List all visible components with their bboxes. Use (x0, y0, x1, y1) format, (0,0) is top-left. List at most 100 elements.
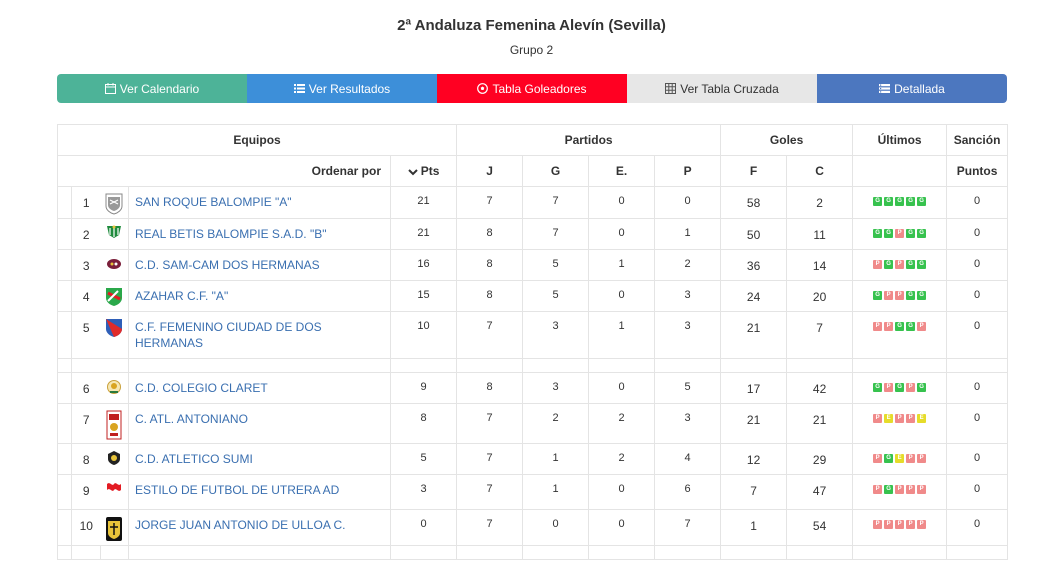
goals-for-value: 58 (720, 186, 788, 219)
team-name-link[interactable]: AZAHAR C.F. "A" (128, 280, 391, 312)
goals-for-value: 17 (720, 372, 788, 404)
team-name-link[interactable]: REAL BETIS BALOMPIE S.A.D. "B" (128, 218, 391, 250)
table-row: 5 C.F. FEMENINO CIUDAD DE DOS HERMANAS 10 7… (57, 311, 1009, 359)
table-footer-row (57, 545, 1009, 560)
header-g: G (522, 155, 590, 187)
sanction-points-value: 0 (946, 186, 1009, 219)
pts-header-label: Pts (420, 164, 440, 178)
result-badge: P (884, 291, 894, 300)
scorers-button[interactable]: Tabla Goleadores (437, 74, 627, 103)
detail-list-icon (879, 84, 891, 93)
drawn-value: 0 (588, 280, 656, 312)
played-value: 7 (456, 186, 524, 219)
result-badge: P (917, 322, 927, 331)
goals-for-value: 7 (720, 474, 788, 510)
cross-table-button[interactable]: Ver Tabla Cruzada (627, 74, 817, 103)
footer-cell (852, 545, 948, 560)
goals-for-value: 24 (720, 280, 788, 312)
drawn-value: 0 (588, 509, 656, 546)
sort-by-label: Ordenar por (57, 155, 391, 187)
goals-against-value: 29 (786, 443, 854, 475)
result-badge: P (906, 454, 916, 463)
lost-value: 2 (654, 249, 722, 281)
team-name-link[interactable]: ESTILO DE FUTBOL DE UTRERA AD (128, 474, 391, 510)
goals-for-value: 21 (720, 311, 788, 359)
table-row: 9 ESTILO DE FUTBOL DE UTRERA AD 3 7 1 0 6 7 47 P G… (57, 474, 1009, 510)
played-value: 8 (456, 372, 524, 404)
result-badge: G (884, 454, 894, 463)
result-badge: P (895, 291, 905, 300)
position-number: 5 (71, 311, 101, 359)
lost-value: 6 (654, 474, 722, 510)
header-goles: Goles (720, 124, 854, 156)
result-badge: G (895, 197, 905, 206)
result-badge: G (873, 197, 883, 206)
results-button-label: Ver Resultados (308, 81, 391, 96)
result-badge: P (906, 383, 916, 392)
list-icon (293, 84, 305, 93)
result-badge: G (917, 383, 927, 392)
team-shield-icon (100, 474, 129, 510)
team-name-link[interactable]: C.D. SAM-CAM DOS HERMANAS (128, 249, 391, 281)
won-value: 1 (522, 474, 590, 510)
drawn-value: 0 (588, 372, 656, 404)
result-badge: P (873, 520, 883, 529)
team-shield-icon (100, 311, 129, 359)
result-badge: P (873, 260, 883, 269)
scorers-button-label: Tabla Goleadores (492, 81, 587, 96)
separator-cell (389, 358, 458, 373)
sanction-points-value: 0 (946, 218, 1009, 250)
goals-for-value: 1 (720, 509, 788, 546)
lost-value: 3 (654, 280, 722, 312)
footer-cell (128, 545, 391, 560)
result-badge: P (873, 454, 883, 463)
result-badge: G (895, 322, 905, 331)
detailed-button[interactable]: Detallada (817, 74, 1007, 103)
team-name-link[interactable]: C.D. ATLETICO SUMI (128, 443, 391, 475)
sort-pts-header[interactable]: Pts (389, 155, 458, 187)
team-name-link[interactable]: JORGE JUAN ANTONIO DE ULLOA C. (128, 509, 391, 546)
team-shield-icon (100, 443, 129, 475)
team-shield-icon (100, 218, 129, 250)
team-name-link[interactable]: C.D. COLEGIO CLARET (128, 372, 391, 404)
played-value: 7 (456, 474, 524, 510)
page-subtitle: Grupo 2 (509, 43, 554, 57)
team-name-link[interactable]: SAN ROQUE BALOMPIE "A" (128, 186, 391, 219)
footer-cell (71, 545, 101, 560)
drawn-value: 2 (588, 403, 656, 444)
table-row: 1 SAN ROQUE BALOMPIE "A" 21 7 7 0 0 58 2 G G G G G 0 (57, 186, 1009, 219)
position-number: 4 (71, 280, 101, 312)
points-value: 9 (389, 372, 458, 404)
separator-cell (522, 358, 590, 373)
table-row: 3 C.D. SAM-CAM DOS HERMANAS 16 8 5 1 2 36 14 P G P G… (57, 249, 1009, 281)
team-shield-icon (100, 280, 129, 312)
team-name-link[interactable]: C.F. FEMENINO CIUDAD DE DOS HERMANAS (128, 311, 391, 359)
footer-cell (100, 545, 129, 560)
result-badge: P (873, 485, 883, 494)
row-gutter (57, 311, 72, 359)
played-value: 8 (456, 249, 524, 281)
separator-cell (946, 358, 1009, 373)
separator-cell (100, 358, 129, 373)
result-badge: G (906, 229, 916, 238)
footer-cell (522, 545, 590, 560)
separator-cell (588, 358, 656, 373)
goals-for-value: 21 (720, 403, 788, 444)
sanction-points-value: 0 (946, 474, 1009, 510)
goals-against-value: 47 (786, 474, 854, 510)
row-gutter (57, 249, 72, 281)
result-badge: E (884, 414, 894, 423)
header-puntos: Puntos (946, 155, 1009, 187)
calendar-button[interactable]: Ver Calendario (57, 74, 247, 103)
team-shield-icon (100, 403, 129, 444)
separator-cell (720, 358, 788, 373)
results-button[interactable]: Ver Resultados (247, 74, 437, 103)
result-badge: G (895, 383, 905, 392)
team-name-link[interactable]: C. ATL. ANTONIANO (128, 403, 391, 444)
table-separator-row (57, 358, 1009, 373)
